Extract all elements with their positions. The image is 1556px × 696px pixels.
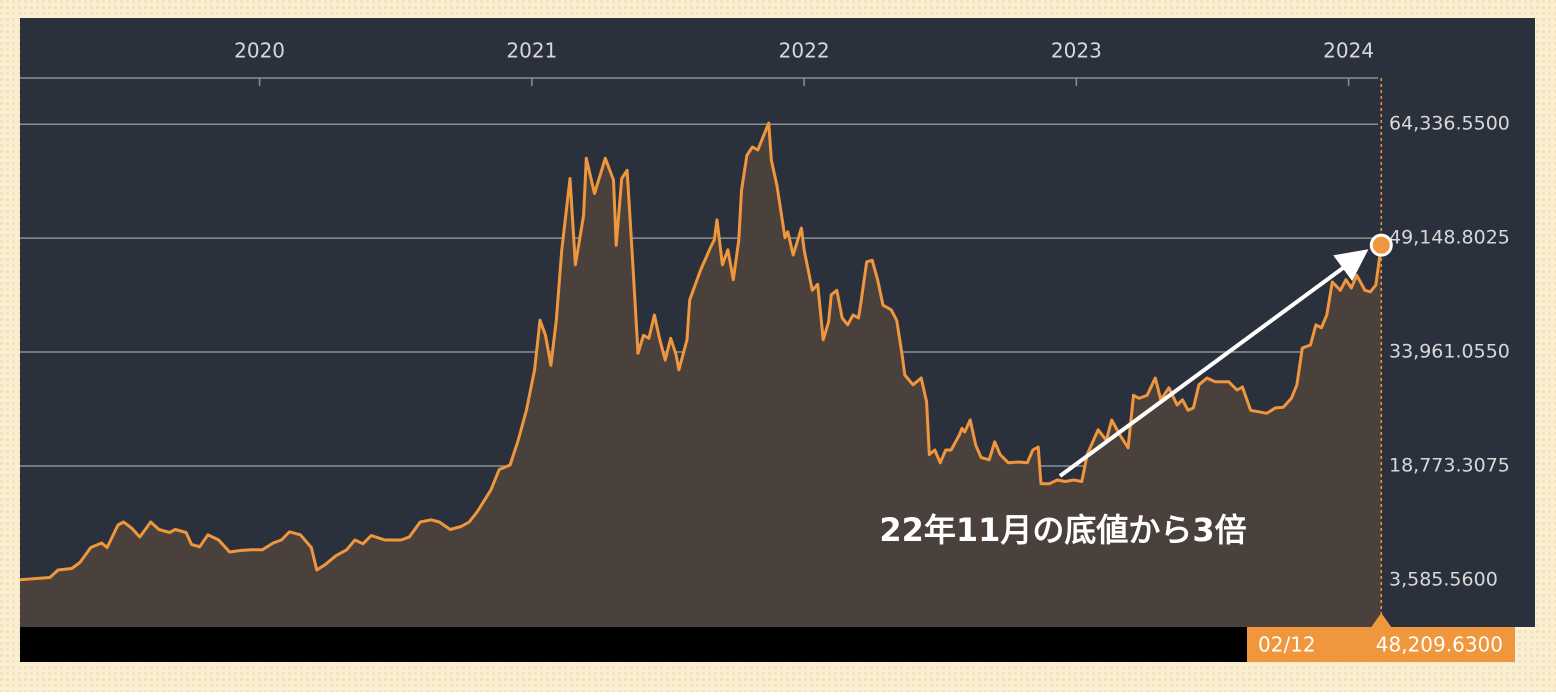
last-pointer	[1371, 613, 1392, 627]
x-tick-label: 2020	[234, 39, 285, 63]
x-tick-label: 2023	[1051, 39, 1102, 63]
area-fill	[20, 123, 1382, 627]
y-tick-label: 64,336.5500	[1389, 113, 1510, 135]
y-tick-label: 33,961.0550	[1389, 341, 1510, 363]
last-point	[1369, 233, 1393, 257]
footer-bar	[20, 627, 1250, 662]
last-label-box	[1247, 627, 1515, 662]
plot-layer: 2020 2021 2022 2023 2024 3,585.5600 18,773.307…	[19, 39, 1510, 627]
x-tick-label: 2022	[779, 39, 830, 63]
last-date: 02/12	[1258, 633, 1316, 657]
annotation: 22年11月の底値から3倍	[879, 511, 1246, 549]
x-tick-label: 2024	[1323, 39, 1374, 63]
y-tick-label: 49,148.8025	[1389, 227, 1510, 249]
x-tick-label: 2021	[506, 39, 557, 63]
price-line	[19, 121, 1383, 582]
y-tick-label: 3,585.5600	[1389, 568, 1498, 590]
last-value: 48,209.6300	[1376, 633, 1503, 657]
annotation-arrow	[1058, 249, 1369, 478]
y-tick-label: 18,773.3075	[1389, 454, 1510, 476]
